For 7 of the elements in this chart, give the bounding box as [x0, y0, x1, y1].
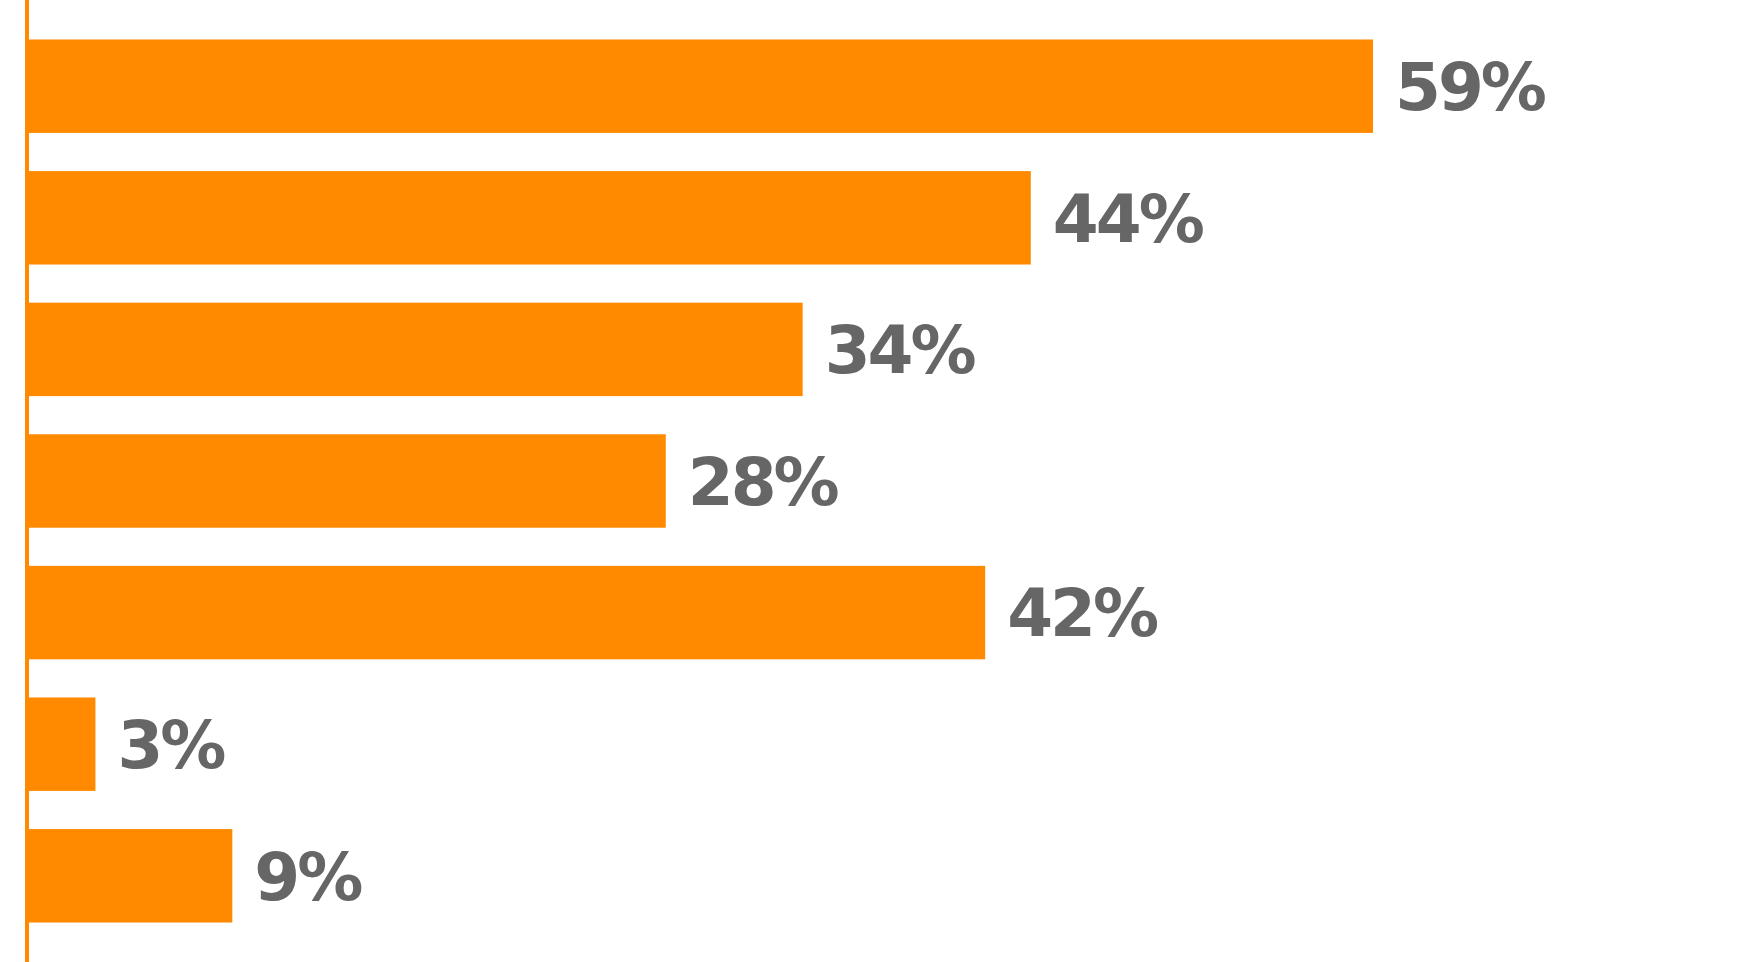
data-label: 28%	[687, 443, 839, 521]
data-label: 34%	[824, 312, 976, 390]
data-label: 44%	[1052, 180, 1204, 258]
data-label: 3%	[117, 706, 226, 784]
data-label: 42%	[1007, 575, 1159, 653]
data-label: 59%	[1395, 48, 1546, 126]
data-label: 9%	[254, 838, 363, 916]
